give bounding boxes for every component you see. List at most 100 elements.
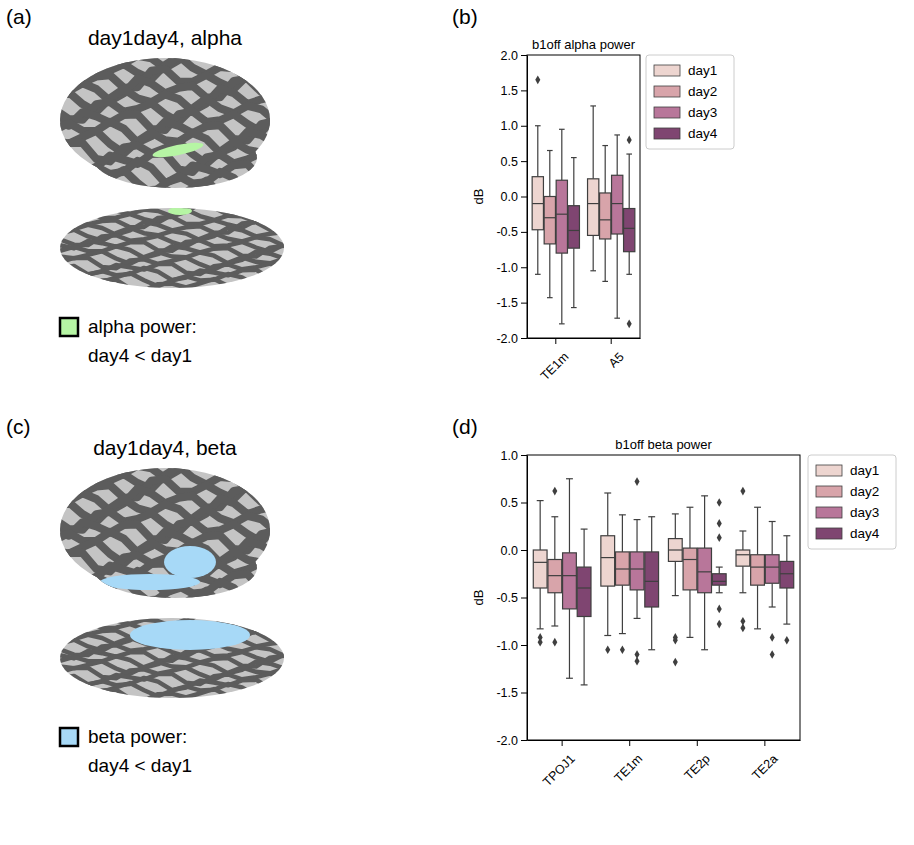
box-body — [588, 179, 599, 236]
whisker — [689, 590, 690, 638]
box-body — [612, 175, 623, 234]
whisker — [549, 151, 550, 197]
box-body — [600, 193, 611, 239]
tick-mark — [521, 338, 527, 339]
y-axis-title: dB — [471, 590, 486, 606]
box-body — [698, 548, 712, 593]
median — [601, 557, 615, 558]
box-body — [765, 555, 779, 584]
tick-label: -1.0 — [496, 639, 518, 653]
x-axis: TE1mA5 — [528, 338, 641, 383]
whisker-cap — [559, 129, 565, 130]
median — [577, 587, 591, 588]
box — [624, 136, 635, 329]
whisker — [629, 252, 630, 275]
panel-label: (d) — [452, 415, 478, 438]
y-tick: -2.0 — [496, 332, 527, 346]
outlier — [635, 657, 640, 666]
y-tick: -0.5 — [496, 225, 527, 239]
whisker-cap — [551, 625, 558, 626]
whisker — [605, 146, 606, 193]
outlier — [784, 636, 789, 645]
sulci — [60, 614, 284, 702]
box-body — [563, 553, 577, 609]
legend-label: day1 — [688, 63, 717, 78]
whisker — [607, 493, 608, 536]
whisker-cap — [769, 521, 776, 522]
whisker-cap — [769, 606, 776, 607]
box — [601, 493, 615, 654]
box — [780, 536, 794, 645]
outlier — [620, 645, 625, 654]
whisker-cap — [547, 150, 553, 151]
box-body — [533, 550, 547, 588]
whisker-cap — [648, 516, 655, 517]
whisker-cap — [571, 307, 577, 308]
tick-mark — [521, 598, 527, 599]
outlier — [535, 75, 540, 84]
median — [612, 203, 623, 204]
y-axis: 2.01.51.00.50.0-0.5-1.0-1.5-2.0 — [496, 49, 527, 346]
sulcus — [60, 279, 284, 292]
y-tick: 1.0 — [501, 449, 527, 463]
median — [668, 549, 682, 550]
box — [751, 507, 765, 629]
whisker-cap — [672, 595, 679, 596]
whisker — [584, 617, 585, 685]
axis-line — [527, 56, 528, 339]
axis-line — [527, 456, 528, 741]
y-tick: 2.0 — [501, 49, 527, 63]
outlier — [538, 638, 543, 647]
region — [152, 140, 205, 161]
x-tick: TE1m — [538, 338, 571, 383]
box — [588, 106, 599, 271]
box — [568, 158, 579, 308]
box-body — [601, 536, 615, 586]
outlier — [717, 533, 722, 542]
brain-panel: day1day4, betabeta power:day4 < day1 — [55, 436, 290, 776]
whisker — [537, 126, 538, 177]
sulci — [55, 456, 275, 615]
sulcus — [55, 170, 275, 194]
tick-label: 0.5 — [501, 496, 518, 510]
whisker — [689, 507, 690, 548]
box — [668, 514, 682, 667]
box — [712, 498, 726, 628]
x-tick: TE2p — [682, 740, 713, 783]
box — [645, 517, 659, 650]
tick-mark — [521, 740, 527, 741]
box-body — [668, 539, 682, 562]
tick-label: TPOJ1 — [540, 752, 577, 789]
box — [532, 75, 543, 274]
whisker — [561, 253, 562, 324]
tick-mark — [521, 126, 527, 127]
y-tick: 1.0 — [501, 119, 527, 133]
tick-label: -0.5 — [496, 225, 518, 239]
whisker — [605, 239, 606, 281]
whisker — [636, 590, 637, 619]
y-tick: -1.0 — [496, 639, 527, 653]
plot-frame — [527, 55, 640, 338]
box — [736, 487, 750, 633]
box-body — [577, 567, 591, 616]
box-body — [548, 560, 562, 593]
sulcus — [55, 591, 275, 615]
whisker-cap — [648, 649, 655, 650]
whisker — [573, 158, 574, 206]
tick-label: 0.0 — [501, 190, 518, 204]
outlier — [552, 638, 557, 647]
legend-swatch — [816, 507, 842, 518]
tick-mark — [611, 338, 612, 344]
whisker-cap — [672, 513, 679, 514]
legend-box — [808, 455, 896, 549]
regions — [100, 546, 250, 650]
outlier — [717, 519, 722, 528]
whisker-cap — [739, 530, 746, 531]
whisker-cap — [535, 274, 541, 275]
panel-label: (b) — [452, 5, 478, 28]
tick-mark — [521, 55, 527, 56]
y-tick: -2.0 — [496, 734, 527, 748]
whisker — [554, 517, 555, 560]
outlier — [673, 636, 678, 645]
median — [616, 568, 630, 569]
